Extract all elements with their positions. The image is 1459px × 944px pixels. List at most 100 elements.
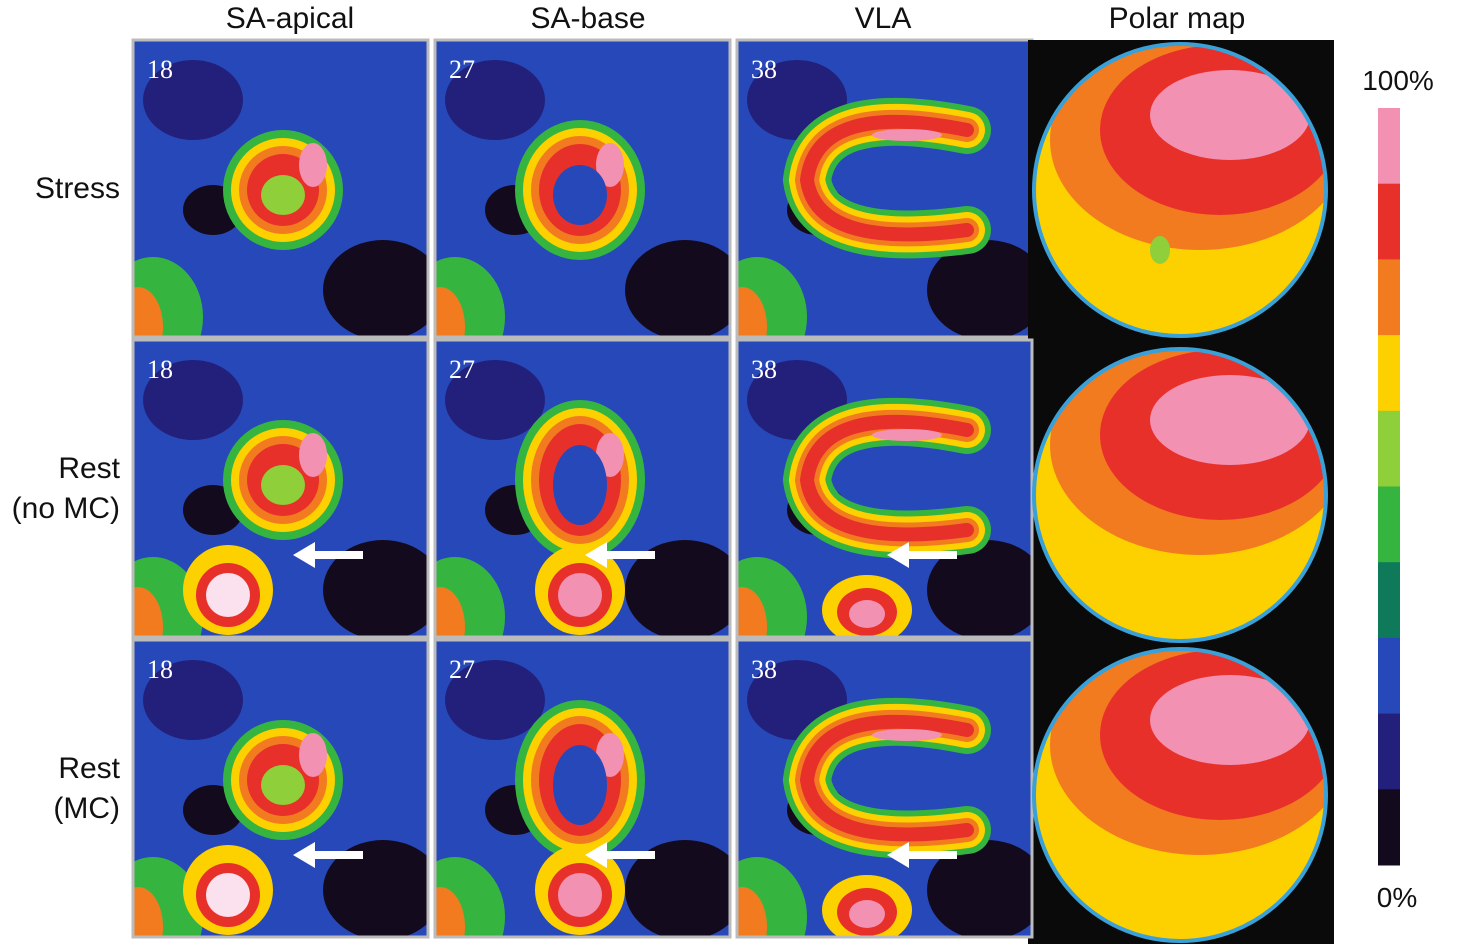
scan-panel: [737, 40, 1032, 337]
panel-border: [433, 338, 732, 639]
myocardium-hot: [299, 433, 327, 477]
colorbar-band: [1378, 410, 1400, 487]
dark-region: [927, 240, 1032, 337]
cavity: [553, 445, 607, 525]
arrow-head: [293, 842, 315, 868]
dark-region: [445, 660, 545, 740]
scan-panel: [435, 40, 730, 337]
dark-region: [927, 540, 1032, 637]
polar-rim: [1032, 42, 1328, 338]
column-header: Polar map: [1109, 2, 1246, 35]
slice-number: 18: [147, 55, 173, 84]
myocardium-hot: [299, 143, 327, 187]
arrow-head: [293, 542, 315, 568]
dark-region: [323, 240, 428, 337]
dark-region: [625, 240, 730, 337]
row-label: (no MC): [12, 492, 120, 525]
extracardiac: [849, 900, 885, 928]
colorbar-max: 100%: [1362, 65, 1434, 96]
column-header: SA-apical: [226, 2, 354, 35]
slice-number: 27: [449, 55, 475, 84]
dark-region: [323, 840, 428, 937]
scan-panel: [435, 340, 730, 637]
slice-number: 27: [449, 355, 475, 384]
colorbar-band: [1378, 183, 1400, 260]
myocardium-hot: [299, 733, 327, 777]
slice-number: 18: [147, 655, 173, 684]
row-label: Rest: [58, 752, 120, 785]
cavity: [553, 745, 607, 825]
slice-number: 27: [449, 655, 475, 684]
row-label: (MC): [53, 792, 120, 825]
panel-border: [131, 38, 430, 339]
slice-number: 38: [751, 355, 777, 384]
panel-border: [735, 638, 1034, 939]
yellow-region: [737, 587, 767, 637]
extracardiac: [558, 573, 602, 617]
yellow-region: [435, 587, 465, 637]
dark-region: [625, 540, 730, 637]
slice-number: 38: [751, 55, 777, 84]
panel-border: [131, 638, 430, 939]
cavity: [261, 765, 305, 805]
scan-panel: [133, 40, 428, 337]
polar-pink: [1150, 675, 1310, 765]
yellow-region: [133, 587, 163, 637]
colorbar-band: [1378, 562, 1400, 639]
myocardium-hot: [872, 429, 942, 441]
cavity: [553, 165, 607, 225]
yellow-region: [435, 887, 465, 937]
panel-border: [735, 338, 1034, 639]
myocardium: [799, 414, 974, 542]
column-header: VLA: [855, 2, 912, 35]
yellow-region: [737, 887, 767, 937]
polar-green: [1150, 236, 1170, 264]
myocardium: [799, 114, 974, 242]
colorbar-min: 0%: [1377, 882, 1417, 913]
cavity: [261, 175, 305, 215]
row-label: Rest: [58, 452, 120, 485]
myocardium-hot: [596, 143, 624, 187]
dark-region: [323, 540, 428, 637]
colorbar-band: [1378, 713, 1400, 790]
extracardiac: [558, 873, 602, 917]
arrow-head: [887, 842, 909, 868]
polar-map: [1034, 649, 1326, 941]
extracardiac: [206, 573, 250, 617]
colorbar-band: [1378, 637, 1400, 715]
scan-panel: [435, 640, 730, 937]
colorbar-band: [1378, 259, 1400, 336]
panel-border: [131, 338, 430, 639]
scan-panel: [737, 340, 1032, 637]
colorbar-band: [1378, 335, 1400, 412]
myocardium-hot: [872, 729, 942, 741]
scan-panel: [133, 640, 428, 937]
yellow-region: [737, 287, 767, 337]
arrow-head: [887, 542, 909, 568]
panel-border: [433, 38, 732, 339]
panel-border: [433, 638, 732, 939]
yellow-region: [435, 287, 465, 337]
extracardiac: [849, 600, 885, 628]
slice-number: 18: [147, 355, 173, 384]
dark-region: [445, 360, 545, 440]
row-label: Stress: [35, 172, 120, 205]
myocardium: [799, 714, 974, 842]
colorbar-band: [1378, 789, 1400, 866]
dark-region: [625, 840, 730, 937]
dark-region: [143, 360, 243, 440]
slice-number: 38: [751, 655, 777, 684]
scan-panel: [737, 640, 1032, 937]
polar-map: [1034, 44, 1326, 336]
polar-pink: [1150, 375, 1310, 465]
extracardiac: [206, 873, 250, 917]
colorbar-band: [1378, 486, 1400, 563]
dark-region: [143, 660, 243, 740]
polar-pink: [1150, 70, 1310, 160]
scan-panel: [133, 340, 428, 637]
myocardium-hot: [872, 129, 942, 141]
colorbar-band: [1378, 108, 1400, 185]
arrow-head: [585, 842, 607, 868]
arrow-head: [585, 542, 607, 568]
